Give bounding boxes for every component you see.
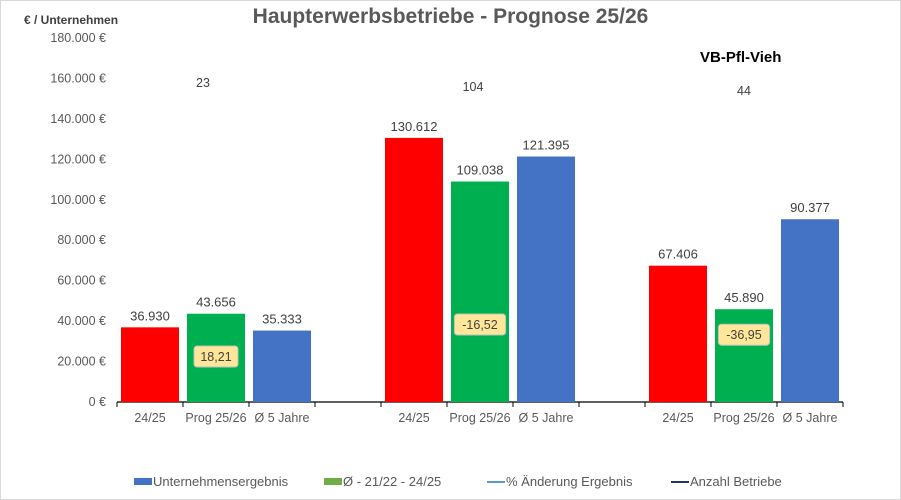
y-tick-label: 160.000 € <box>50 71 106 85</box>
y-tick-label: 120.000 € <box>50 152 106 166</box>
bar-value-label: 90.377 <box>790 200 830 215</box>
bar-3-1 <box>649 265 707 402</box>
y-axis-label: € / Unternehmen <box>24 13 119 27</box>
x-tick-label: 24/25 <box>662 411 693 425</box>
x-tick-label: Prog 25/26 <box>185 411 246 425</box>
y-tick-label: 60.000 € <box>57 274 106 288</box>
change-pct-badge <box>193 345 239 368</box>
x-tick-label: Prog 25/26 <box>449 411 510 425</box>
bar-value-label: 43.656 <box>196 295 236 310</box>
bar-1-3 <box>253 330 311 402</box>
bar-1-1 <box>121 327 179 402</box>
legend-item-unternehmensergebnis: Unternehmensergebnis <box>134 474 288 489</box>
bar-value-label: 121.395 <box>523 138 570 153</box>
legend-item-anzahl-betriebe: Anzahl Betriebe <box>671 474 782 489</box>
y-tick-label: 80.000 € <box>57 233 106 247</box>
change-pct-label: 18,21 <box>200 350 231 364</box>
x-tick-label: 24/25 <box>398 411 429 425</box>
legend-label: % Änderung Ergebnis <box>506 474 633 489</box>
change-pct-label: -36,95 <box>726 328 761 342</box>
chart-title: Haupterwerbsbetriebe - Prognose 25/26 <box>252 5 649 28</box>
x-tick-label: Ø 5 Jahre <box>783 411 838 425</box>
bar-value-label: 45.890 <box>724 290 764 305</box>
anzahl-betriebe-label: 23 <box>196 76 210 90</box>
x-tick-label: Ø 5 Jahre <box>519 411 574 425</box>
legend: Unternehmensergebnis Ø - 21/22 - 24/25 %… <box>0 474 901 492</box>
y-tick-label: 0 € <box>89 395 106 409</box>
change-pct-badge <box>717 323 771 346</box>
y-tick-label: 140.000 € <box>50 112 106 126</box>
legend-item-durchschnitt: Ø - 21/22 - 24/25 <box>324 474 441 489</box>
legend-label: Anzahl Betriebe <box>690 474 782 489</box>
x-tick-label: Prog 25/26 <box>713 411 774 425</box>
change-pct-badge <box>453 313 507 336</box>
legend-label: Unternehmensergebnis <box>153 474 289 489</box>
bar-value-label: 109.038 <box>457 163 504 178</box>
bar-3-2 <box>715 309 773 402</box>
legend-label: Ø - 21/22 - 24/25 <box>343 474 442 489</box>
y-tick-label: 100.000 € <box>50 193 106 207</box>
bar-3-3 <box>781 219 839 402</box>
legend-line <box>487 480 505 483</box>
y-tick-label: 40.000 € <box>57 314 106 328</box>
bar-value-label: 36.930 <box>130 308 170 323</box>
y-tick-label: 20.000 € <box>57 355 106 369</box>
bar-value-label: 130.612 <box>391 119 438 134</box>
legend-swatch <box>324 478 342 485</box>
legend-line <box>671 480 689 483</box>
bar-2-3 <box>517 156 575 402</box>
y-tick-label: 180.000 € <box>50 31 106 45</box>
chart-subtitle: VB-Pfl-Vieh <box>700 49 782 66</box>
change-pct-label: -16,52 <box>462 318 497 332</box>
legend-swatch <box>134 478 152 485</box>
x-tick-label: Ø 5 Jahre <box>255 411 310 425</box>
anzahl-betriebe-label: 44 <box>737 84 751 98</box>
bar-2-1 <box>385 137 443 402</box>
bar-value-label: 67.406 <box>658 247 698 262</box>
bar-value-label: 35.333 <box>262 312 302 327</box>
bar-2-2 <box>451 181 509 402</box>
x-tick-label: 24/25 <box>134 411 165 425</box>
anzahl-betriebe-label: 104 <box>463 80 484 94</box>
legend-item-aenderung: % Änderung Ergebnis <box>487 474 632 489</box>
